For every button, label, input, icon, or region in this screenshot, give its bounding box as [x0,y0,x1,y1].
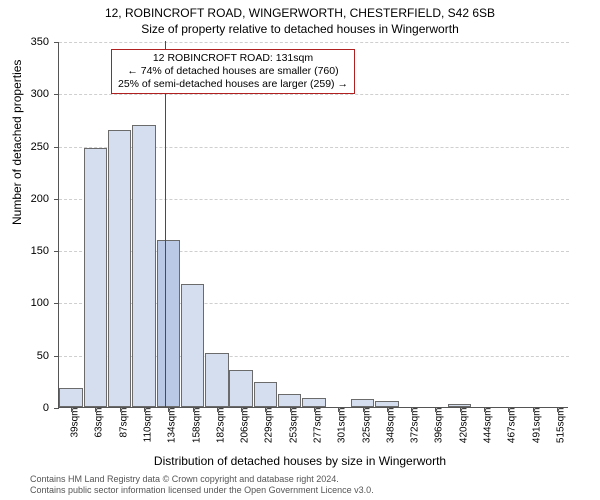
footer-attribution: Contains HM Land Registry data © Crown c… [30,474,374,496]
chart-area: 12 ROBINCROFT ROAD: 131sqm ← 74% of deta… [58,42,568,408]
histogram-bar [302,398,325,407]
histogram-bar [108,130,131,407]
histogram-bar [181,284,204,407]
y-tick-label: 350 [9,36,49,48]
x-tick-label: 229sqm [264,408,275,444]
y-tick-label: 200 [9,193,49,205]
x-tick-label: 301sqm [337,408,348,444]
y-tick-mark [54,42,59,43]
annotation-line-3: 25% of semi-detached houses are larger (… [118,78,348,91]
x-tick-label: 491sqm [531,408,542,444]
reference-line [165,41,166,407]
page-title: 12, ROBINCROFT ROAD, WINGERWORTH, CHESTE… [0,0,600,20]
y-tick-label: 250 [9,141,49,153]
x-tick-label: 206sqm [240,408,251,444]
x-tick-label: 39sqm [70,408,81,438]
y-tick-mark [54,251,59,252]
x-axis-label: Distribution of detached houses by size … [0,454,600,468]
y-tick-label: 100 [9,297,49,309]
y-tick-mark [54,303,59,304]
x-tick-label: 348sqm [385,408,396,444]
footer-line-2: Contains public sector information licen… [30,485,374,496]
x-tick-label: 158sqm [191,408,202,444]
histogram-bar [254,382,277,407]
x-tick-label: 325sqm [361,408,372,444]
plot-area: 12 ROBINCROFT ROAD: 131sqm ← 74% of deta… [58,42,568,408]
x-tick-label: 396sqm [434,408,445,444]
y-tick-label: 300 [9,88,49,100]
histogram-bar [59,388,82,407]
y-tick-mark [54,199,59,200]
y-tick-label: 150 [9,245,49,257]
x-tick-label: 277sqm [313,408,324,444]
x-tick-label: 63sqm [94,408,105,438]
annotation-box: 12 ROBINCROFT ROAD: 131sqm ← 74% of deta… [111,49,355,94]
y-tick-mark [54,147,59,148]
bars-container [59,41,569,407]
x-tick-label: 420sqm [458,408,469,444]
footer-line-1: Contains HM Land Registry data © Crown c… [30,474,374,485]
histogram-bar [205,353,228,407]
histogram-bar [229,370,252,407]
y-tick-label: 50 [9,350,49,362]
x-tick-label: 372sqm [410,408,421,444]
x-tick-label: 253sqm [288,408,299,444]
y-tick-mark [54,356,59,357]
x-tick-label: 134sqm [167,408,178,444]
annotation-line-1: 12 ROBINCROFT ROAD: 131sqm [118,52,348,65]
y-tick-mark [54,94,59,95]
y-tick-label: 0 [9,402,49,414]
annotation-line-2: ← 74% of detached houses are smaller (76… [118,65,348,78]
histogram-bar [278,394,301,407]
histogram-bar [132,125,155,407]
histogram-bar [157,240,180,407]
x-tick-label: 87sqm [118,408,129,438]
x-tick-label: 467sqm [507,408,518,444]
x-tick-label: 182sqm [215,408,226,444]
x-tick-label: 515sqm [555,408,566,444]
histogram-bar [84,148,107,407]
x-tick-label: 444sqm [483,408,494,444]
x-tick-label: 110sqm [143,408,154,443]
y-tick-mark [54,408,59,409]
histogram-bar [351,399,374,407]
page-subtitle: Size of property relative to detached ho… [0,20,600,36]
